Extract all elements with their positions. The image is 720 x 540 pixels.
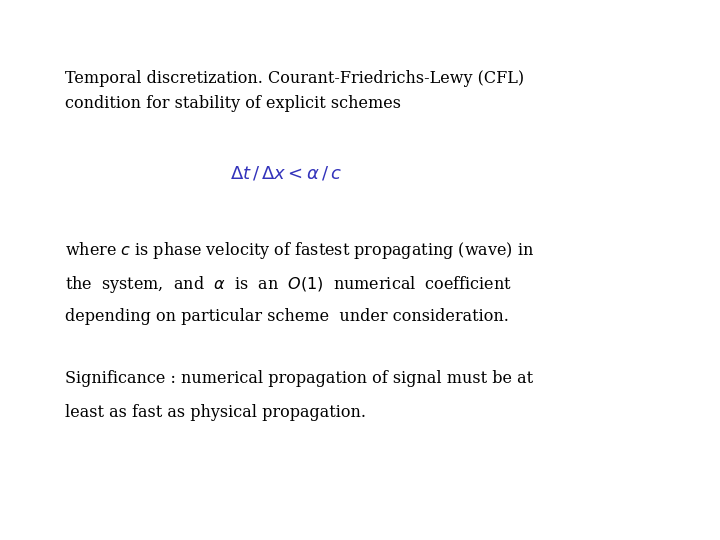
Text: depending on particular scheme  under consideration.: depending on particular scheme under con… [65, 308, 508, 325]
Text: Temporal discretization. Courant-Friedrichs-Lewy (CFL)
condition for stability o: Temporal discretization. Courant-Friedri… [65, 70, 524, 112]
Text: the  system,  and  $\alpha$  is  an  $O(1)$  numerical  coefficient: the system, and $\alpha$ is an $O(1)$ nu… [65, 274, 512, 295]
Text: $\Delta t\,/\,\Delta x < \alpha\,/\,c$: $\Delta t\,/\,\Delta x < \alpha\,/\,c$ [230, 165, 342, 183]
Text: least as fast as physical propagation.: least as fast as physical propagation. [65, 404, 366, 421]
Text: Significance : numerical propagation of signal must be at: Significance : numerical propagation of … [65, 370, 533, 387]
Text: where $c$ is phase velocity of fastest propagating (wave) in: where $c$ is phase velocity of fastest p… [65, 240, 534, 261]
